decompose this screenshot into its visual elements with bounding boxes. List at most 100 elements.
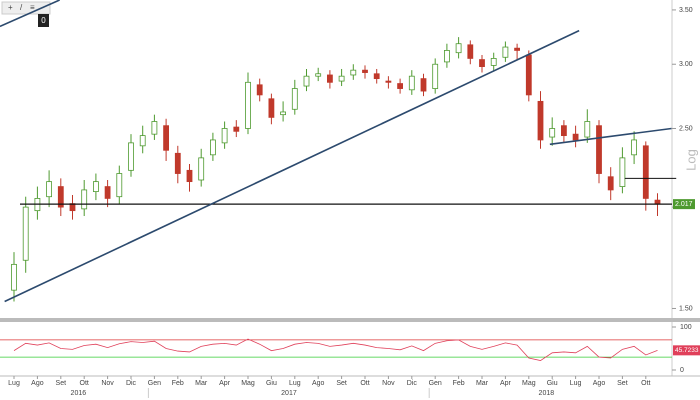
y-tick-label: 2.50 [679, 125, 693, 132]
candle-body [408, 75, 415, 91]
candle-body [537, 100, 544, 141]
x-tick-label: Lug [8, 380, 20, 387]
x-tick-label: Ott [80, 380, 89, 387]
candle-body [139, 135, 146, 147]
candle-body [326, 74, 333, 83]
x-tick-label: Gen [429, 380, 442, 387]
year-label: 2018 [539, 390, 555, 397]
badge-box [38, 14, 49, 27]
candle-body [479, 59, 485, 67]
x-tick-label: Apr [219, 380, 231, 387]
candle-body [514, 47, 520, 51]
x-tick-label: Lug [570, 380, 582, 387]
candle-body [128, 142, 134, 171]
candle-body [596, 125, 602, 174]
x-tick-label: Lug [289, 380, 301, 387]
y-tick-label: 3.00 [679, 61, 693, 68]
x-tick-label: Gen [148, 380, 161, 387]
candle-body [584, 121, 591, 138]
candle-body [385, 80, 392, 83]
y-tick-label: 3.50 [679, 7, 693, 14]
candle-body [186, 169, 193, 183]
candle-body [46, 181, 52, 198]
tool-icon[interactable]: ≡ [30, 3, 35, 12]
candle-body [362, 69, 368, 73]
candle-body [549, 128, 556, 138]
x-tick-label: Ago [593, 380, 606, 387]
candle-body [525, 54, 532, 96]
x-tick-label: Giu [266, 380, 277, 387]
candle-body [350, 69, 357, 76]
badge: 0 [41, 16, 46, 25]
trendline [549, 127, 672, 146]
candle-body [502, 46, 509, 58]
candle-body [338, 75, 345, 82]
x-tick-label: Ago [312, 380, 325, 387]
x-tick-label: Mar [195, 380, 208, 387]
candle-body [268, 98, 275, 118]
candle-body [642, 145, 649, 199]
candle-body [104, 186, 111, 199]
candle-body [455, 43, 462, 54]
panel-separator [0, 318, 700, 322]
x-tick-label: Set [56, 380, 67, 387]
rsi-label: 45.7233 [675, 347, 699, 354]
x-tick-label: Ott [360, 380, 369, 387]
x-tick-label: Mag [241, 380, 255, 387]
y-tick-label: 1.50 [679, 305, 693, 312]
rsi-line [13, 338, 658, 361]
candle-body [116, 173, 123, 198]
tool-icon[interactable]: / [20, 3, 23, 12]
x-tick-label: Ago [31, 380, 44, 387]
candle-body [572, 133, 579, 141]
candle-body [561, 125, 567, 137]
toolbar: + / ≡ - 0 [1, 1, 51, 27]
candle-body [245, 81, 251, 129]
price-label: 2.017 [675, 201, 693, 208]
scale-label: Log [683, 149, 698, 171]
candle-body [93, 181, 99, 193]
candle-body [291, 88, 298, 110]
candle-body [11, 263, 17, 291]
x-tick-label: Apr [500, 380, 512, 387]
year-label: 2016 [71, 390, 87, 397]
x-tick-label: Dic [126, 380, 137, 387]
candle-body [57, 186, 64, 208]
candle-body [303, 75, 310, 87]
tool-icon[interactable]: + [8, 3, 13, 12]
candle-body [163, 125, 170, 151]
candle-body [607, 176, 614, 191]
x-tick-label: Feb [172, 380, 184, 387]
candle-body [81, 189, 88, 210]
candle-body [256, 84, 263, 96]
rsi-tick-label: 0 [680, 367, 684, 374]
x-tick-label: Mar [476, 380, 489, 387]
price-label-box [673, 199, 695, 210]
trendline [0, 0, 60, 28]
x-tick-label: Mag [522, 380, 536, 387]
x-tick-label: Nov [382, 380, 395, 387]
candle-body [198, 157, 205, 181]
x-tick-label: Ott [641, 380, 650, 387]
rsi-label-box [673, 345, 700, 356]
candle-body [467, 44, 474, 59]
candle-body [280, 111, 287, 116]
toolbar-box [1, 1, 51, 15]
candle-body [221, 128, 228, 144]
rsi-tick-label: 100 [680, 324, 692, 331]
candle-body [397, 83, 404, 89]
candle-body [315, 73, 322, 77]
candle-body [209, 139, 216, 156]
candle-body [233, 126, 240, 132]
trendline [4, 29, 580, 303]
candle-body [631, 139, 637, 156]
x-tick-label: Nov [101, 380, 114, 387]
candle-body [373, 73, 380, 80]
x-tick-label: Feb [453, 380, 465, 387]
candle-body [490, 58, 497, 66]
x-tick-label: Set [336, 380, 347, 387]
candle-body [151, 121, 158, 135]
year-label: 2017 [281, 390, 297, 397]
